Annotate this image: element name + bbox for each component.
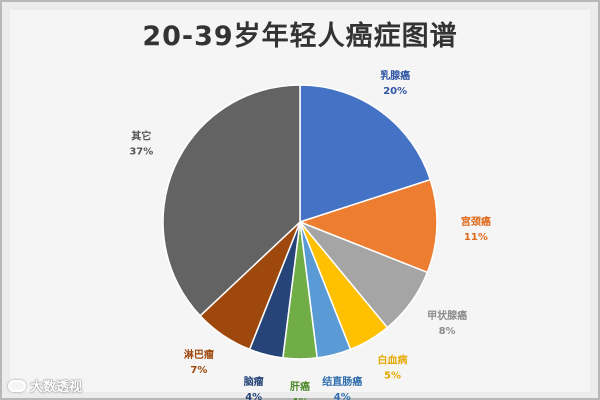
- watermark-text: 大数透视: [30, 380, 83, 395]
- slice-value-label: 37%: [129, 147, 153, 158]
- slice-value-label: 4%: [245, 392, 262, 400]
- pie-slice: [299, 84, 432, 224]
- pie-slice: [297, 178, 438, 274]
- slice-label: 肝癌: [290, 380, 310, 393]
- slice-value-label: 5%: [384, 370, 401, 381]
- slice-value-label: 4%: [292, 397, 309, 400]
- slice-label: 甲状腺癌: [427, 309, 467, 322]
- slice-value-label: 7%: [190, 365, 207, 376]
- slice-label: 乳腺癌: [380, 69, 410, 82]
- slice-label: 结直肠癌: [322, 375, 362, 388]
- chat-bubble-icon: [8, 379, 26, 392]
- chart-title: 20-39岁年轻人癌症图谱: [142, 21, 458, 52]
- slice-label: 淋巴瘤: [184, 348, 214, 361]
- slice-label: 脑瘤: [244, 375, 264, 388]
- slice-label: 宫颈癌: [461, 215, 491, 228]
- slice-label: 白血病: [378, 353, 408, 366]
- pie-slice: [162, 84, 301, 317]
- slice-label: 其它: [131, 130, 151, 143]
- slice-value-label: 8%: [439, 326, 456, 337]
- slice-value-label: 4%: [334, 392, 351, 400]
- slice-value-label: 11%: [464, 232, 488, 243]
- watermark: 大数透视: [8, 376, 82, 395]
- slice-value-label: 20%: [383, 86, 407, 97]
